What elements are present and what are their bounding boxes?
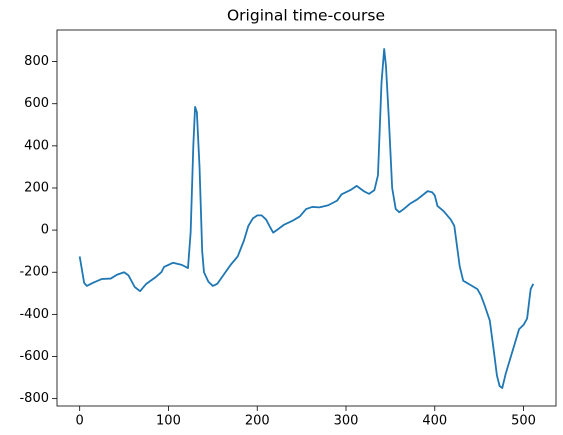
axes-frame [56, 29, 557, 407]
y-tick-label: -600 [19, 349, 49, 364]
y-tick-label: 600 [24, 96, 49, 111]
x-tick-label: 400 [422, 414, 447, 429]
x-tick-label: 200 [245, 414, 270, 429]
y-tick-label: 800 [24, 54, 49, 69]
x-tick-label: 0 [76, 414, 84, 429]
line [78, 48, 535, 389]
chart-title: Original time-course [227, 7, 385, 25]
x-tick-label: 100 [156, 414, 181, 429]
y-tick-label: -400 [19, 307, 49, 322]
y-tick-label: -800 [19, 391, 49, 406]
x-tick-label: 500 [511, 414, 536, 429]
y-tick-label: 200 [24, 180, 49, 195]
y-tick-label: -200 [19, 265, 49, 280]
y-tick-label: 0 [41, 223, 49, 238]
x-tick-label: 300 [334, 414, 359, 429]
y-tick-label: 400 [24, 138, 49, 153]
